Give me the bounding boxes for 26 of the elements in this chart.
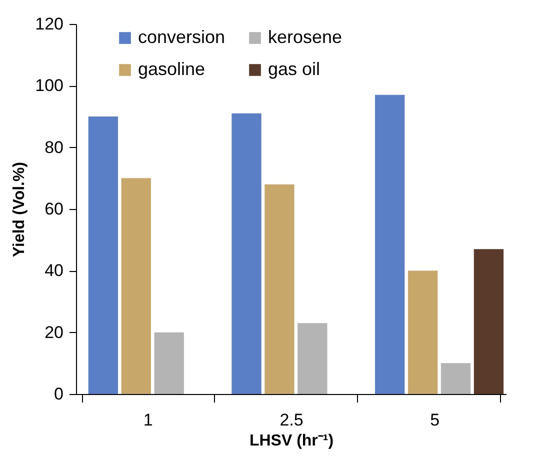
bar xyxy=(408,270,438,394)
y-tick-label: 80 xyxy=(44,138,64,157)
y-tick-label: 120 xyxy=(35,14,64,34)
bar xyxy=(440,363,471,394)
bar xyxy=(298,323,328,394)
bar xyxy=(474,249,504,394)
legend-label: gas oil xyxy=(268,59,320,79)
legend-label: conversion xyxy=(138,27,226,47)
legend-label: kerosene xyxy=(268,27,342,47)
y-tick-label: 0 xyxy=(54,384,64,404)
y-axis-title: Yield (Vol.%) xyxy=(11,162,28,258)
x-tick-label: 2.5 xyxy=(280,410,304,430)
x-tick-label: 1 xyxy=(143,410,153,430)
y-tick-label: 60 xyxy=(44,200,64,218)
bar xyxy=(232,113,262,394)
legend-label: gasoline xyxy=(138,59,206,79)
y-tick-label: 20 xyxy=(44,322,64,342)
bar xyxy=(374,94,405,394)
bar xyxy=(264,184,294,394)
y-tick-label: 100 xyxy=(35,76,64,96)
bar xyxy=(88,116,118,394)
x-axis-title: LHSV (hr⁻¹) xyxy=(249,432,334,450)
y-tick-label: 40 xyxy=(44,261,64,280)
bar xyxy=(121,178,151,394)
bar xyxy=(154,332,184,394)
x-tick-label: 5 xyxy=(430,410,440,430)
